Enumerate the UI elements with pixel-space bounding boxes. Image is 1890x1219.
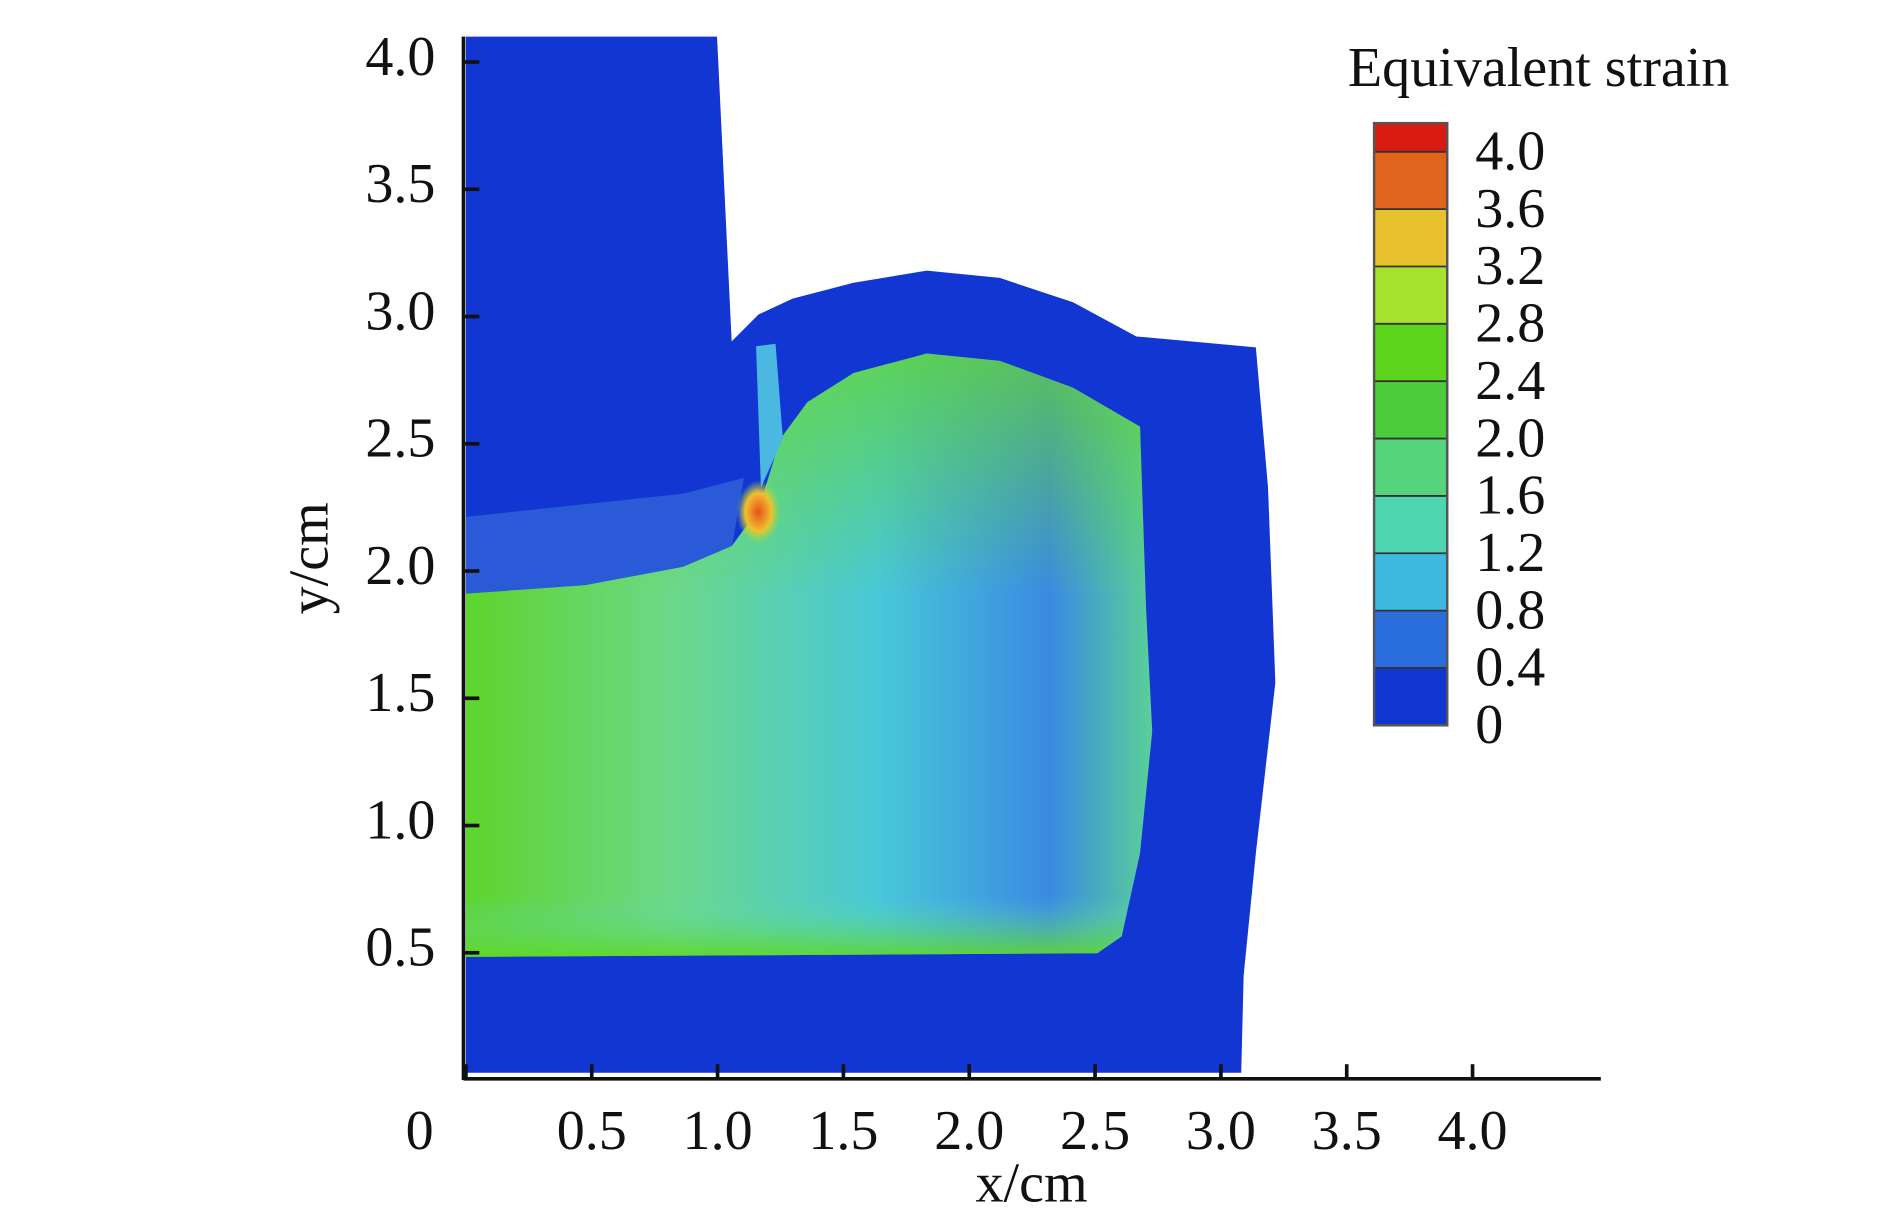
colorbar-band [1374, 151, 1448, 210]
punch-edge [465, 477, 744, 594]
y-tick-label: 3.5 [365, 153, 435, 215]
y-tick-label: 2.0 [365, 535, 435, 597]
y-tick-label: 3.0 [365, 280, 435, 342]
colorbar-band [1374, 438, 1448, 496]
x-tick-label: 3.0 [1186, 1100, 1256, 1162]
x-tick-label: 0 [406, 1100, 434, 1162]
x-tick-label: 3.5 [1312, 1100, 1382, 1162]
y-axis-title: y/cm [279, 502, 341, 614]
colorbar-band [1374, 209, 1448, 267]
colorbar-frame [1372, 121, 1449, 727]
colorbar-band [1374, 667, 1448, 726]
colorbar-band [1374, 266, 1448, 324]
colorbar-label: 2.4 [1475, 350, 1545, 412]
colorbar-label: 4.0 [1475, 121, 1545, 183]
y-tick-label: 1.5 [365, 662, 435, 724]
field [465, 36, 1276, 1073]
colorbar-label: 1.2 [1475, 522, 1545, 584]
x-tick-label: 0.5 [557, 1100, 627, 1162]
colorbar-label: 0.4 [1475, 637, 1545, 699]
colorbar-label: 2.0 [1475, 407, 1545, 469]
x-tick-label: 2.5 [1060, 1100, 1130, 1162]
x-tick-label: 2.0 [934, 1100, 1004, 1162]
colorbar-title: Equivalent strain [1348, 37, 1729, 99]
y-tick-label: 4.0 [365, 26, 435, 88]
workpiece-shade [465, 353, 1153, 957]
x-tick-label: 4.0 [1438, 1100, 1508, 1162]
x-tick-label: 1.5 [808, 1100, 878, 1162]
colorbar-label: 0.8 [1475, 579, 1545, 641]
x-axis-title: x/cm [975, 1152, 1087, 1214]
colorbar-band [1374, 123, 1448, 152]
x-tick-label: 1.0 [683, 1100, 753, 1162]
colorbar-label: 0 [1475, 694, 1503, 756]
y-tick-label: 0.5 [365, 917, 435, 979]
colorbar-label: 1.6 [1475, 465, 1545, 527]
hot-spot [736, 480, 781, 544]
y-tick-label: 2.5 [365, 408, 435, 470]
colorbar-band [1374, 553, 1448, 611]
colorbar-band [1374, 381, 1448, 439]
colorbar-label: 3.6 [1475, 178, 1545, 240]
colorbar-band [1374, 323, 1448, 382]
colorbar-band [1374, 610, 1448, 668]
colorbar-label: 3.2 [1475, 235, 1545, 297]
colorbar-label: 2.8 [1475, 293, 1545, 355]
colorbar-band [1374, 495, 1448, 554]
flash-strip [756, 343, 783, 488]
y-tick-label: 1.0 [365, 789, 435, 851]
